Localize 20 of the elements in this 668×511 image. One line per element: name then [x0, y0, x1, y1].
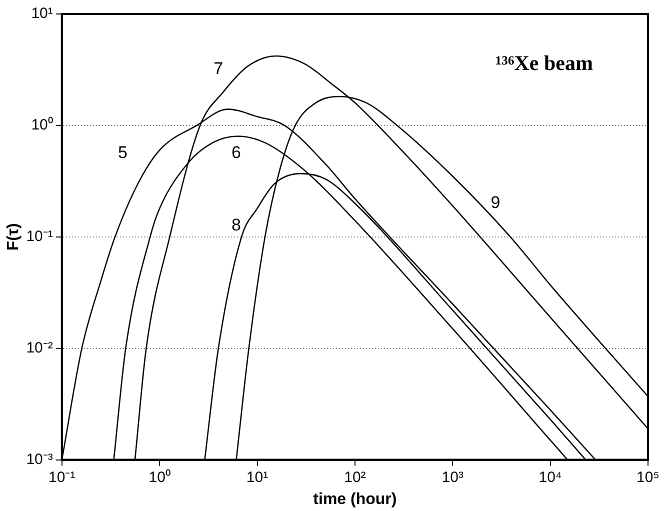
y-tick-label: 10⁻¹: [26, 228, 53, 246]
x-tick-label: 10⁰: [148, 468, 170, 486]
x-tick-label: 10¹: [246, 468, 268, 486]
y-tick-label: 10¹: [31, 5, 53, 22]
y-axis-title: F(τ): [5, 223, 22, 251]
series-label: 6: [232, 143, 242, 162]
x-axis-title: time (hour): [313, 490, 397, 508]
x-tick-label: 10²: [344, 468, 366, 486]
series-label: 9: [490, 193, 500, 212]
x-tick-label: 10⁵: [636, 468, 660, 486]
series-label: 8: [232, 215, 242, 234]
x-tick-label: 10³: [442, 468, 464, 486]
y-tick-label: 10⁻²: [26, 339, 53, 356]
x-tick-label: 10⁴: [538, 468, 562, 486]
annotation: ¹³⁶Xe beam: [495, 50, 594, 75]
series-label: 7: [214, 58, 224, 78]
y-tick-label: 10⁻³: [26, 450, 53, 468]
series-label: 5: [118, 143, 128, 162]
x-tick-label: 10⁻¹: [48, 468, 76, 486]
y-tick-label: 10⁰: [31, 116, 53, 134]
